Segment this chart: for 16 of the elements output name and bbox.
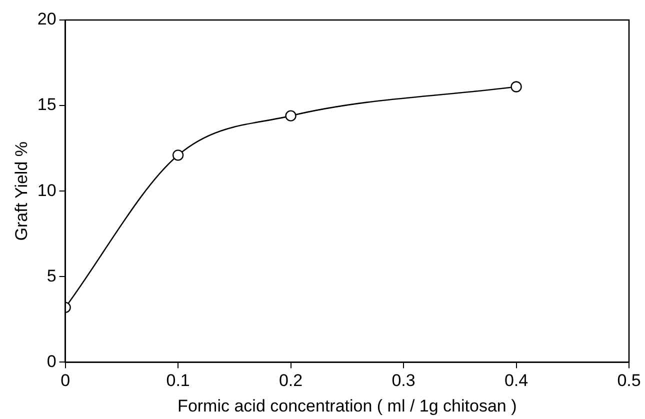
x-tick-label: 0.3 [392,371,416,390]
x-tick-label: 0 [60,371,70,390]
x-tick-label: 0.4 [504,371,528,390]
y-tick-label: 5 [46,266,56,286]
point [285,110,296,122]
point [172,150,184,161]
y-axis-title: Graft Yield % [12,141,31,241]
y-tick-label: 0 [46,352,56,371]
y-tick-label: 10 [37,180,56,200]
y-tick-label: 20 [37,10,56,29]
x-tick-label: 0.2 [278,371,303,390]
x-tick-label: 0.5 [617,371,641,390]
y-tick-label: 15 [37,95,56,114]
x-axis-title: Formic acid concentration ( ml / 1g chitosan ) [178,396,517,416]
x-tick-label: 0.1 [166,371,190,390]
point [510,81,522,92]
